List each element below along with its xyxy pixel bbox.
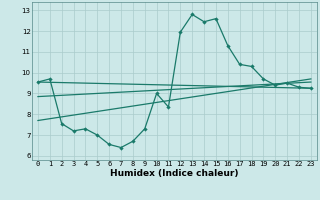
- X-axis label: Humidex (Indice chaleur): Humidex (Indice chaleur): [110, 169, 239, 178]
